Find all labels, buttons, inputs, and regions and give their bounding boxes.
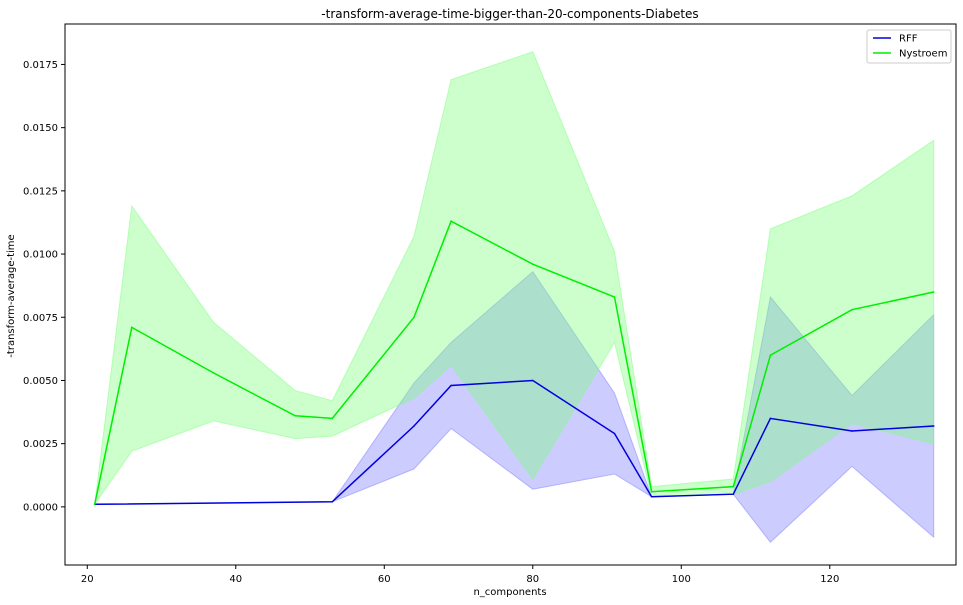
data-point-nystroem-7 [532, 263, 534, 266]
data-point-nystroem-1 [131, 326, 133, 329]
y-tick-label: 0.0175 [23, 60, 58, 71]
x-tick-label: 120 [820, 574, 839, 585]
x-axis-label: n_components [473, 587, 546, 598]
data-point-nystroem-11 [769, 354, 772, 357]
data-point-nystroem-2 [212, 372, 215, 374]
y-axis-ticks: 0.0000 0.0025 0.0050 0.0075 0.0100 0.0125 0.01… [23, 60, 65, 513]
x-tick-label: 20 [81, 574, 94, 585]
data-point-nystroem-6 [450, 220, 452, 222]
x-tick-label: 60 [378, 574, 391, 585]
data-point-nystroem-12 [851, 308, 853, 311]
plot-frame [64, 23, 957, 566]
data-point-rff-9 [851, 430, 853, 432]
x-tick-label: 80 [526, 574, 539, 585]
legend-label-rff: RFF [899, 34, 918, 45]
y-tick-label: 0.0150 [23, 123, 58, 134]
data-point-nystroem-8 [613, 296, 616, 298]
data-point-rff-10 [932, 425, 935, 427]
legend-label-nystroem: Nystroem [899, 49, 947, 60]
y-axis-label: -transform-average-time [6, 234, 17, 357]
data-point-nystroem-0 [93, 503, 96, 506]
data-point-rff-5 [613, 432, 616, 435]
data-point-nystroem-13 [932, 291, 935, 293]
x-tick-label: 40 [229, 574, 242, 585]
legend: RFF Nystroem [866, 29, 952, 64]
data-point-rff-2 [413, 425, 415, 427]
y-tick-label: 0.0125 [23, 186, 58, 197]
y-tick-label: 0.0075 [23, 313, 58, 324]
data-point-rff-1 [331, 501, 334, 503]
data-point-nystroem-4 [331, 417, 334, 420]
data-point-nystroem-3 [294, 415, 297, 417]
data-point-rff-3 [450, 384, 452, 387]
series-line-nystroem [93, 220, 934, 505]
chart-title: -transform-average-time-bigger-than-20-c… [321, 7, 698, 21]
data-point-rff-4 [532, 379, 534, 382]
data-point-rff-6 [650, 495, 653, 498]
data-point-rff-8 [769, 417, 772, 420]
data-point-nystroem-10 [732, 485, 735, 488]
data-point-nystroem-9 [650, 490, 653, 493]
series-lines [93, 220, 935, 506]
x-tick-label: 100 [672, 574, 691, 585]
data-point-rff-7 [732, 493, 735, 496]
y-tick-label: 0.0025 [23, 439, 58, 450]
data-point-nystroem-5 [413, 316, 415, 319]
x-axis-ticks: 20 40 60 80 100 120 [81, 565, 839, 585]
y-tick-label: 0.0050 [23, 376, 58, 387]
y-tick-label: 0.0000 [23, 502, 58, 513]
y-tick-label: 0.0100 [23, 250, 58, 261]
